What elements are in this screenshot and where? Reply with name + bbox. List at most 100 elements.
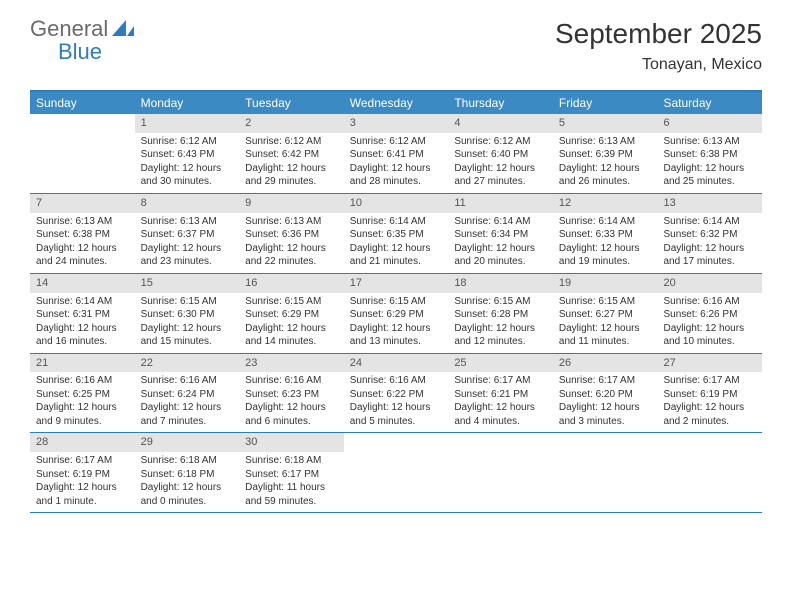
daylight-text: Daylight: 12 hours and 27 minutes. bbox=[454, 162, 547, 189]
sunrise-text: Sunrise: 6:15 AM bbox=[141, 295, 234, 309]
day-cell: 26Sunrise: 6:17 AMSunset: 6:20 PMDayligh… bbox=[553, 354, 658, 433]
day-content: Sunrise: 6:13 AMSunset: 6:39 PMDaylight:… bbox=[553, 133, 658, 193]
day-content: Sunrise: 6:16 AMSunset: 6:26 PMDaylight:… bbox=[657, 293, 762, 353]
sunset-text: Sunset: 6:21 PM bbox=[454, 388, 547, 402]
day-cell: 28Sunrise: 6:17 AMSunset: 6:19 PMDayligh… bbox=[30, 433, 135, 512]
sunset-text: Sunset: 6:43 PM bbox=[141, 148, 234, 162]
daylight-text: Daylight: 12 hours and 4 minutes. bbox=[454, 401, 547, 428]
sunset-text: Sunset: 6:26 PM bbox=[663, 308, 756, 322]
sunset-text: Sunset: 6:29 PM bbox=[350, 308, 443, 322]
day-cell: 4 Sunrise: 6:12 AMSunset: 6:40 PMDaylight… bbox=[448, 114, 553, 193]
day-number: 30 bbox=[239, 433, 344, 452]
day-content: Sunrise: 6:13 AMSunset: 6:36 PMDaylight:… bbox=[239, 213, 344, 273]
day-cell: 23Sunrise: 6:16 AMSunset: 6:23 PMDayligh… bbox=[239, 354, 344, 433]
sunset-text: Sunset: 6:28 PM bbox=[454, 308, 547, 322]
daylight-text: Daylight: 12 hours and 6 minutes. bbox=[245, 401, 338, 428]
sunrise-text: Sunrise: 6:13 AM bbox=[36, 215, 129, 229]
sunset-text: Sunset: 6:36 PM bbox=[245, 228, 338, 242]
day-cell bbox=[448, 433, 553, 512]
sunset-text: Sunset: 6:40 PM bbox=[454, 148, 547, 162]
day-number: 3 bbox=[344, 114, 449, 133]
daylight-text: Daylight: 12 hours and 29 minutes. bbox=[245, 162, 338, 189]
day-cell: 5Sunrise: 6:13 AMSunset: 6:39 PMDaylight… bbox=[553, 114, 658, 193]
location: Tonayan, Mexico bbox=[555, 56, 762, 74]
daylight-text: Daylight: 12 hours and 14 minutes. bbox=[245, 322, 338, 349]
day-number: 10 bbox=[344, 194, 449, 213]
day-number: 4 bbox=[448, 114, 553, 133]
header: General Blue September 2025 Tonayan, Mex… bbox=[0, 0, 792, 82]
day-cell: 12Sunrise: 6:14 AMSunset: 6:33 PMDayligh… bbox=[553, 194, 658, 273]
day-content: Sunrise: 6:12 AMSunset: 6:43 PMDaylight:… bbox=[135, 133, 240, 193]
day-cell bbox=[553, 433, 658, 512]
day-cell: 27Sunrise: 6:17 AMSunset: 6:19 PMDayligh… bbox=[657, 354, 762, 433]
sunrise-text: Sunrise: 6:12 AM bbox=[454, 135, 547, 149]
daylight-text: Daylight: 12 hours and 16 minutes. bbox=[36, 322, 129, 349]
sunset-text: Sunset: 6:42 PM bbox=[245, 148, 338, 162]
sunset-text: Sunset: 6:18 PM bbox=[141, 468, 234, 482]
daylight-text: Daylight: 11 hours and 59 minutes. bbox=[245, 481, 338, 508]
day-content: Sunrise: 6:17 AMSunset: 6:19 PMDaylight:… bbox=[657, 372, 762, 432]
daylight-text: Daylight: 12 hours and 12 minutes. bbox=[454, 322, 547, 349]
day-cell: 16Sunrise: 6:15 AMSunset: 6:29 PMDayligh… bbox=[239, 274, 344, 353]
day-number: 19 bbox=[553, 274, 658, 293]
sunrise-text: Sunrise: 6:17 AM bbox=[36, 454, 129, 468]
sunrise-text: Sunrise: 6:15 AM bbox=[454, 295, 547, 309]
day-number: 22 bbox=[135, 354, 240, 373]
day-number: 28 bbox=[30, 433, 135, 452]
sunrise-text: Sunrise: 6:12 AM bbox=[350, 135, 443, 149]
day-number: 18 bbox=[448, 274, 553, 293]
day-cell: 25Sunrise: 6:17 AMSunset: 6:21 PMDayligh… bbox=[448, 354, 553, 433]
daylight-text: Daylight: 12 hours and 5 minutes. bbox=[350, 401, 443, 428]
weekday-header: Saturday bbox=[657, 92, 762, 114]
sunset-text: Sunset: 6:38 PM bbox=[663, 148, 756, 162]
day-content: Sunrise: 6:14 AMSunset: 6:33 PMDaylight:… bbox=[553, 213, 658, 273]
sunset-text: Sunset: 6:17 PM bbox=[245, 468, 338, 482]
day-content: Sunrise: 6:16 AMSunset: 6:23 PMDaylight:… bbox=[239, 372, 344, 432]
sunset-text: Sunset: 6:24 PM bbox=[141, 388, 234, 402]
daylight-text: Daylight: 12 hours and 30 minutes. bbox=[141, 162, 234, 189]
day-number: 23 bbox=[239, 354, 344, 373]
day-number: 2 bbox=[239, 114, 344, 133]
daylight-text: Daylight: 12 hours and 25 minutes. bbox=[663, 162, 756, 189]
sunrise-text: Sunrise: 6:16 AM bbox=[141, 374, 234, 388]
weekday-header: Tuesday bbox=[239, 92, 344, 114]
day-content: Sunrise: 6:14 AMSunset: 6:35 PMDaylight:… bbox=[344, 213, 449, 273]
day-content: Sunrise: 6:12 AMSunset: 6:41 PMDaylight:… bbox=[344, 133, 449, 193]
daylight-text: Daylight: 12 hours and 17 minutes. bbox=[663, 242, 756, 269]
day-cell: 24Sunrise: 6:16 AMSunset: 6:22 PMDayligh… bbox=[344, 354, 449, 433]
day-cell: 29Sunrise: 6:18 AMSunset: 6:18 PMDayligh… bbox=[135, 433, 240, 512]
day-number: 17 bbox=[344, 274, 449, 293]
logo-text-blue: Blue bbox=[30, 39, 102, 64]
weekday-header: Monday bbox=[135, 92, 240, 114]
sunrise-text: Sunrise: 6:14 AM bbox=[454, 215, 547, 229]
sunrise-text: Sunrise: 6:18 AM bbox=[245, 454, 338, 468]
logo-text-general: General bbox=[30, 16, 108, 41]
sunrise-text: Sunrise: 6:13 AM bbox=[245, 215, 338, 229]
day-cell: 10Sunrise: 6:14 AMSunset: 6:35 PMDayligh… bbox=[344, 194, 449, 273]
day-cell: 3Sunrise: 6:12 AMSunset: 6:41 PMDaylight… bbox=[344, 114, 449, 193]
daylight-text: Daylight: 12 hours and 22 minutes. bbox=[245, 242, 338, 269]
sunrise-text: Sunrise: 6:14 AM bbox=[559, 215, 652, 229]
sunset-text: Sunset: 6:29 PM bbox=[245, 308, 338, 322]
daylight-text: Daylight: 12 hours and 28 minutes. bbox=[350, 162, 443, 189]
sunset-text: Sunset: 6:41 PM bbox=[350, 148, 443, 162]
day-cell: 18Sunrise: 6:15 AMSunset: 6:28 PMDayligh… bbox=[448, 274, 553, 353]
day-content: Sunrise: 6:16 AMSunset: 6:22 PMDaylight:… bbox=[344, 372, 449, 432]
calendar: Sunday Monday Tuesday Wednesday Thursday… bbox=[30, 90, 762, 513]
sunset-text: Sunset: 6:23 PM bbox=[245, 388, 338, 402]
day-number: 1 bbox=[135, 114, 240, 133]
title-block: September 2025 Tonayan, Mexico bbox=[555, 18, 762, 74]
day-content: Sunrise: 6:13 AMSunset: 6:38 PMDaylight:… bbox=[30, 213, 135, 273]
day-content: Sunrise: 6:15 AMSunset: 6:28 PMDaylight:… bbox=[448, 293, 553, 353]
day-cell: 6Sunrise: 6:13 AMSunset: 6:38 PMDaylight… bbox=[657, 114, 762, 193]
sunrise-text: Sunrise: 6:14 AM bbox=[350, 215, 443, 229]
daylight-text: Daylight: 12 hours and 24 minutes. bbox=[36, 242, 129, 269]
day-number: 7 bbox=[30, 194, 135, 213]
sunset-text: Sunset: 6:22 PM bbox=[350, 388, 443, 402]
day-number: 6 bbox=[657, 114, 762, 133]
month-title: September 2025 bbox=[555, 18, 762, 50]
sunrise-text: Sunrise: 6:15 AM bbox=[559, 295, 652, 309]
sunset-text: Sunset: 6:32 PM bbox=[663, 228, 756, 242]
week-row: 7Sunrise: 6:13 AMSunset: 6:38 PMDaylight… bbox=[30, 194, 762, 274]
sunrise-text: Sunrise: 6:17 AM bbox=[454, 374, 547, 388]
